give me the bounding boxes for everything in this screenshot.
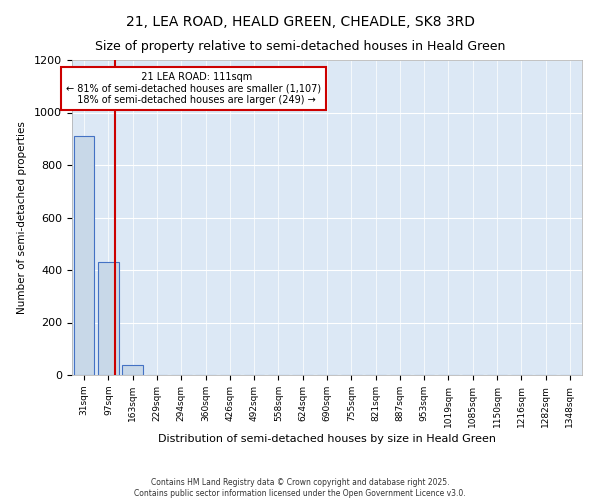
X-axis label: Distribution of semi-detached houses by size in Heald Green: Distribution of semi-detached houses by … bbox=[158, 434, 496, 444]
Bar bbox=[122, 364, 143, 375]
Bar bbox=[74, 136, 94, 375]
Bar bbox=[98, 262, 119, 375]
Text: Size of property relative to semi-detached houses in Heald Green: Size of property relative to semi-detach… bbox=[95, 40, 505, 53]
Text: 21, LEA ROAD, HEALD GREEN, CHEADLE, SK8 3RD: 21, LEA ROAD, HEALD GREEN, CHEADLE, SK8 … bbox=[125, 15, 475, 29]
Text: Contains HM Land Registry data © Crown copyright and database right 2025.
Contai: Contains HM Land Registry data © Crown c… bbox=[134, 478, 466, 498]
Y-axis label: Number of semi-detached properties: Number of semi-detached properties bbox=[17, 121, 27, 314]
Text: 21 LEA ROAD: 111sqm
← 81% of semi-detached houses are smaller (1,107)
  18% of s: 21 LEA ROAD: 111sqm ← 81% of semi-detach… bbox=[66, 72, 321, 105]
